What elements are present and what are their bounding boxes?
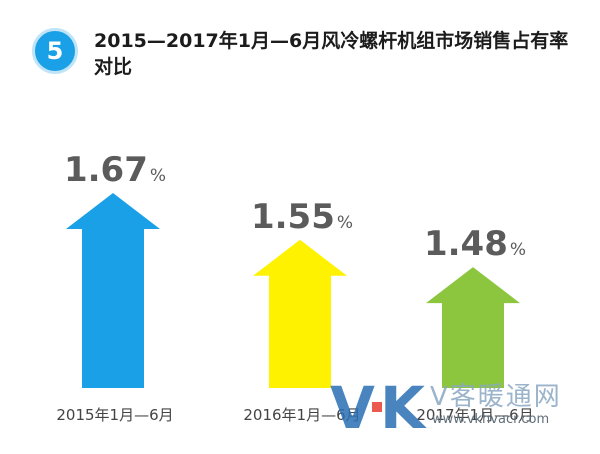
watermark-url: www.vkhvacr.com <box>432 412 550 427</box>
chart-title: 2015—2017年1月—6月风冷螺杆机组市场销售占有率对比 <box>94 30 569 78</box>
bar-arrow-3 <box>426 267 520 388</box>
category-label-3: 2017年1月—6月 <box>416 406 533 424</box>
category-label-1: 2015年1月—6月 <box>56 406 173 424</box>
value-label-3: 1.48% <box>424 224 526 264</box>
chart-header: 5 2015—2017年1月—6月风冷螺杆机组市场销售占有率对比 <box>32 24 592 84</box>
svg-text:K: K <box>380 378 427 434</box>
vk-watermark-logo: V K <box>330 378 427 434</box>
bar-arrow-2 <box>253 239 347 388</box>
value-label-2: 1.55% <box>251 197 353 237</box>
section-number-badge: 5 <box>32 28 78 74</box>
value-label-1: 1.67% <box>64 150 166 190</box>
bar-arrow-1 <box>66 193 160 388</box>
watermark-site-name: V客暖通网 <box>430 382 562 412</box>
svg-text:V: V <box>330 378 375 434</box>
category-label-2: 2016年1月—6月 <box>243 406 360 424</box>
